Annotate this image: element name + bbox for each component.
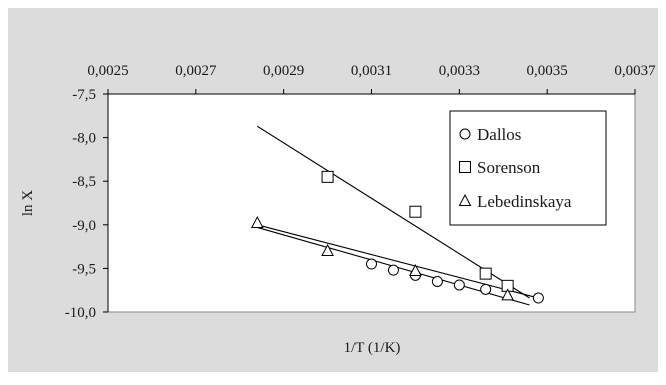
fit-line-dallos xyxy=(257,224,539,299)
x-tick-label: 0,0033 xyxy=(439,63,480,79)
legend-marker-lebedinskaya xyxy=(458,193,472,206)
sorenson-point xyxy=(321,170,334,183)
x-tick-label: 0,0025 xyxy=(87,63,128,79)
dallos-point xyxy=(387,264,399,276)
y-tick-label: -9,0 xyxy=(72,218,96,234)
x-tick-label: 0,0037 xyxy=(614,63,656,79)
dallos-point xyxy=(366,258,377,270)
x-tick-label: 0,0031 xyxy=(351,63,392,79)
dallos-point xyxy=(431,275,443,287)
legend-label-lebedinskaya: Lebedinskaya xyxy=(477,192,572,211)
dallos-point xyxy=(480,283,492,295)
legend-marker-sorenson xyxy=(459,161,471,173)
sorenson-point xyxy=(479,267,492,280)
x-tick-label: 0,0035 xyxy=(527,63,568,79)
lebedinskaya-point xyxy=(250,215,264,229)
y-tick-label: -10,0 xyxy=(65,305,96,321)
legend-markers xyxy=(458,128,472,206)
y-tick-label: -8,0 xyxy=(72,131,96,147)
legend-label-dallos: Dallos xyxy=(477,125,521,144)
lebedinskaya-point xyxy=(409,263,422,277)
legend-label-sorenson: Sorenson xyxy=(477,158,541,177)
y-tick-label: -9,5 xyxy=(72,261,96,277)
dallos-point xyxy=(532,292,544,304)
x-axis-title: 1/T (1/K) xyxy=(344,340,401,356)
markers-layer xyxy=(250,170,544,304)
sorenson-point xyxy=(409,205,422,218)
y-tick-label: -7,5 xyxy=(72,87,96,103)
legend: Dallos Sorenson Lebedinskaya xyxy=(449,110,607,226)
dallos-point xyxy=(453,279,465,291)
lebedinskaya-point xyxy=(501,288,514,301)
axis-layer: 0,0025 0,0027 0,0029 0,0031 0,0033 0,0035 0,00… xyxy=(65,63,656,321)
legend-marker-dallos xyxy=(459,128,471,140)
lebedinskaya-point xyxy=(321,243,334,256)
legend-box xyxy=(449,110,607,226)
y-tick-label: -8,5 xyxy=(72,174,96,190)
x-tick-label: 0,0027 xyxy=(175,63,217,79)
x-tick-label: 0,0029 xyxy=(263,63,304,79)
y-axis-title: ln X xyxy=(20,190,36,216)
